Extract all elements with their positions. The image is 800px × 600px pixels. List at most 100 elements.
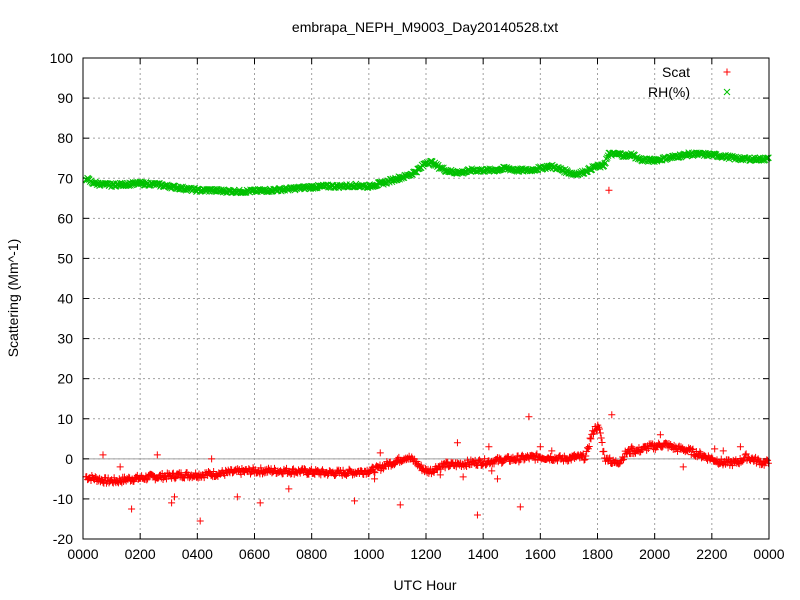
scat-point [433,466,441,474]
scat-outlier [153,451,161,459]
scat-outlier [485,443,493,451]
scat-outlier [736,443,744,451]
scat-point [357,466,365,474]
x-tick-label: 1400 [468,546,499,562]
rh-point [754,154,762,162]
scat-point [525,455,533,463]
scat-point [585,442,593,450]
y-tick-label: 80 [57,130,73,146]
scat-point [739,457,747,465]
scat-outlier [170,493,178,501]
scat-outlier [628,443,636,451]
scat-point [655,439,663,447]
scat-point [192,469,200,477]
scat-point [688,446,696,454]
scat-point [583,444,591,452]
scat-point [605,455,613,463]
y-tick-label: 90 [57,90,73,106]
x-tick-label: 1600 [525,546,556,562]
scat-point [371,469,379,477]
scat-point [169,469,177,477]
y-tick-label: -20 [53,531,73,547]
scat-point [437,465,445,473]
scat-point [658,443,666,451]
scat-point [283,464,291,472]
scat-point [567,456,575,464]
y-tick-label: 50 [57,250,73,266]
scat-outlier [488,467,496,475]
scat-point [580,456,588,464]
scat-point [97,475,105,483]
y-tick-label: 60 [57,210,73,226]
x-axis-ticks: 0000 0200 0400 0600 0800 1000 1200 1400 1600 1800… [67,58,785,562]
scat-outlier [436,471,444,479]
y-axis-label: Scattering (Mm^-1) [5,239,21,358]
y-tick-label: 30 [57,331,73,347]
scat-point [600,447,608,455]
scat-outlier [285,485,293,493]
scat-point [441,464,449,472]
scat-point [547,452,555,460]
y-tick-label: 10 [57,411,73,427]
x-tick-label: 1800 [582,546,613,562]
scat-point [339,466,347,474]
x-tick-label: 1000 [353,546,384,562]
rh-point [104,180,112,188]
legend-label-scat: Scat [662,64,690,80]
y-axis-ticks: -20 -10 0 10 20 30 40 50 60 70 80 90 100 [50,50,769,547]
scat-point [728,462,736,470]
scat-point [210,467,218,475]
scat-point [643,446,651,454]
scat-point [581,456,589,464]
scat-outlier [196,517,204,525]
y-tick-label: 0 [65,451,73,467]
scat-point [627,444,635,452]
scat-point [722,460,730,468]
legend-marker-scat [723,68,731,76]
scat-point [598,438,606,446]
scat-point [506,457,514,465]
scat-point [391,461,399,469]
scat-point [764,459,772,467]
scat-point [490,460,498,468]
scat-outlier [376,449,384,457]
x-tick-label: 0000 [67,546,98,562]
scat-point [301,465,309,473]
x-tick-label: 2200 [696,546,727,562]
scat-outlier [516,503,524,511]
scat-point [143,476,151,484]
scat-point [311,470,319,478]
scat-outlier [116,463,124,471]
scat-outlier [453,439,461,447]
scat-outlier [605,186,613,194]
plot-frame [82,57,770,540]
scat-point [370,468,378,476]
x-tick-label: 2000 [639,546,670,562]
scat-point [518,451,526,459]
scat-point [597,434,605,442]
scat-point [417,461,425,469]
scat-outlier [396,501,404,509]
scat-point [118,479,126,487]
scat-outlier [711,445,719,453]
scat-outlier [208,455,216,463]
scat-point [257,464,265,472]
scat-outlier [393,455,401,463]
x-tick-label: 0600 [239,546,270,562]
y-tick-label: -10 [53,491,73,507]
rh-point [765,154,772,162]
x-tick-label: 0000 [753,546,784,562]
scat-point [553,457,561,465]
scat-point [589,427,597,435]
scat-outlier [493,475,501,483]
rh-point [102,180,109,187]
scat-outlier [473,511,481,519]
scat-point [582,452,590,460]
scat-outlier [571,451,579,459]
x-tick-label: 0800 [296,546,327,562]
scat-point [587,435,595,443]
scat-point [715,460,723,468]
scat-outlier [459,473,467,481]
